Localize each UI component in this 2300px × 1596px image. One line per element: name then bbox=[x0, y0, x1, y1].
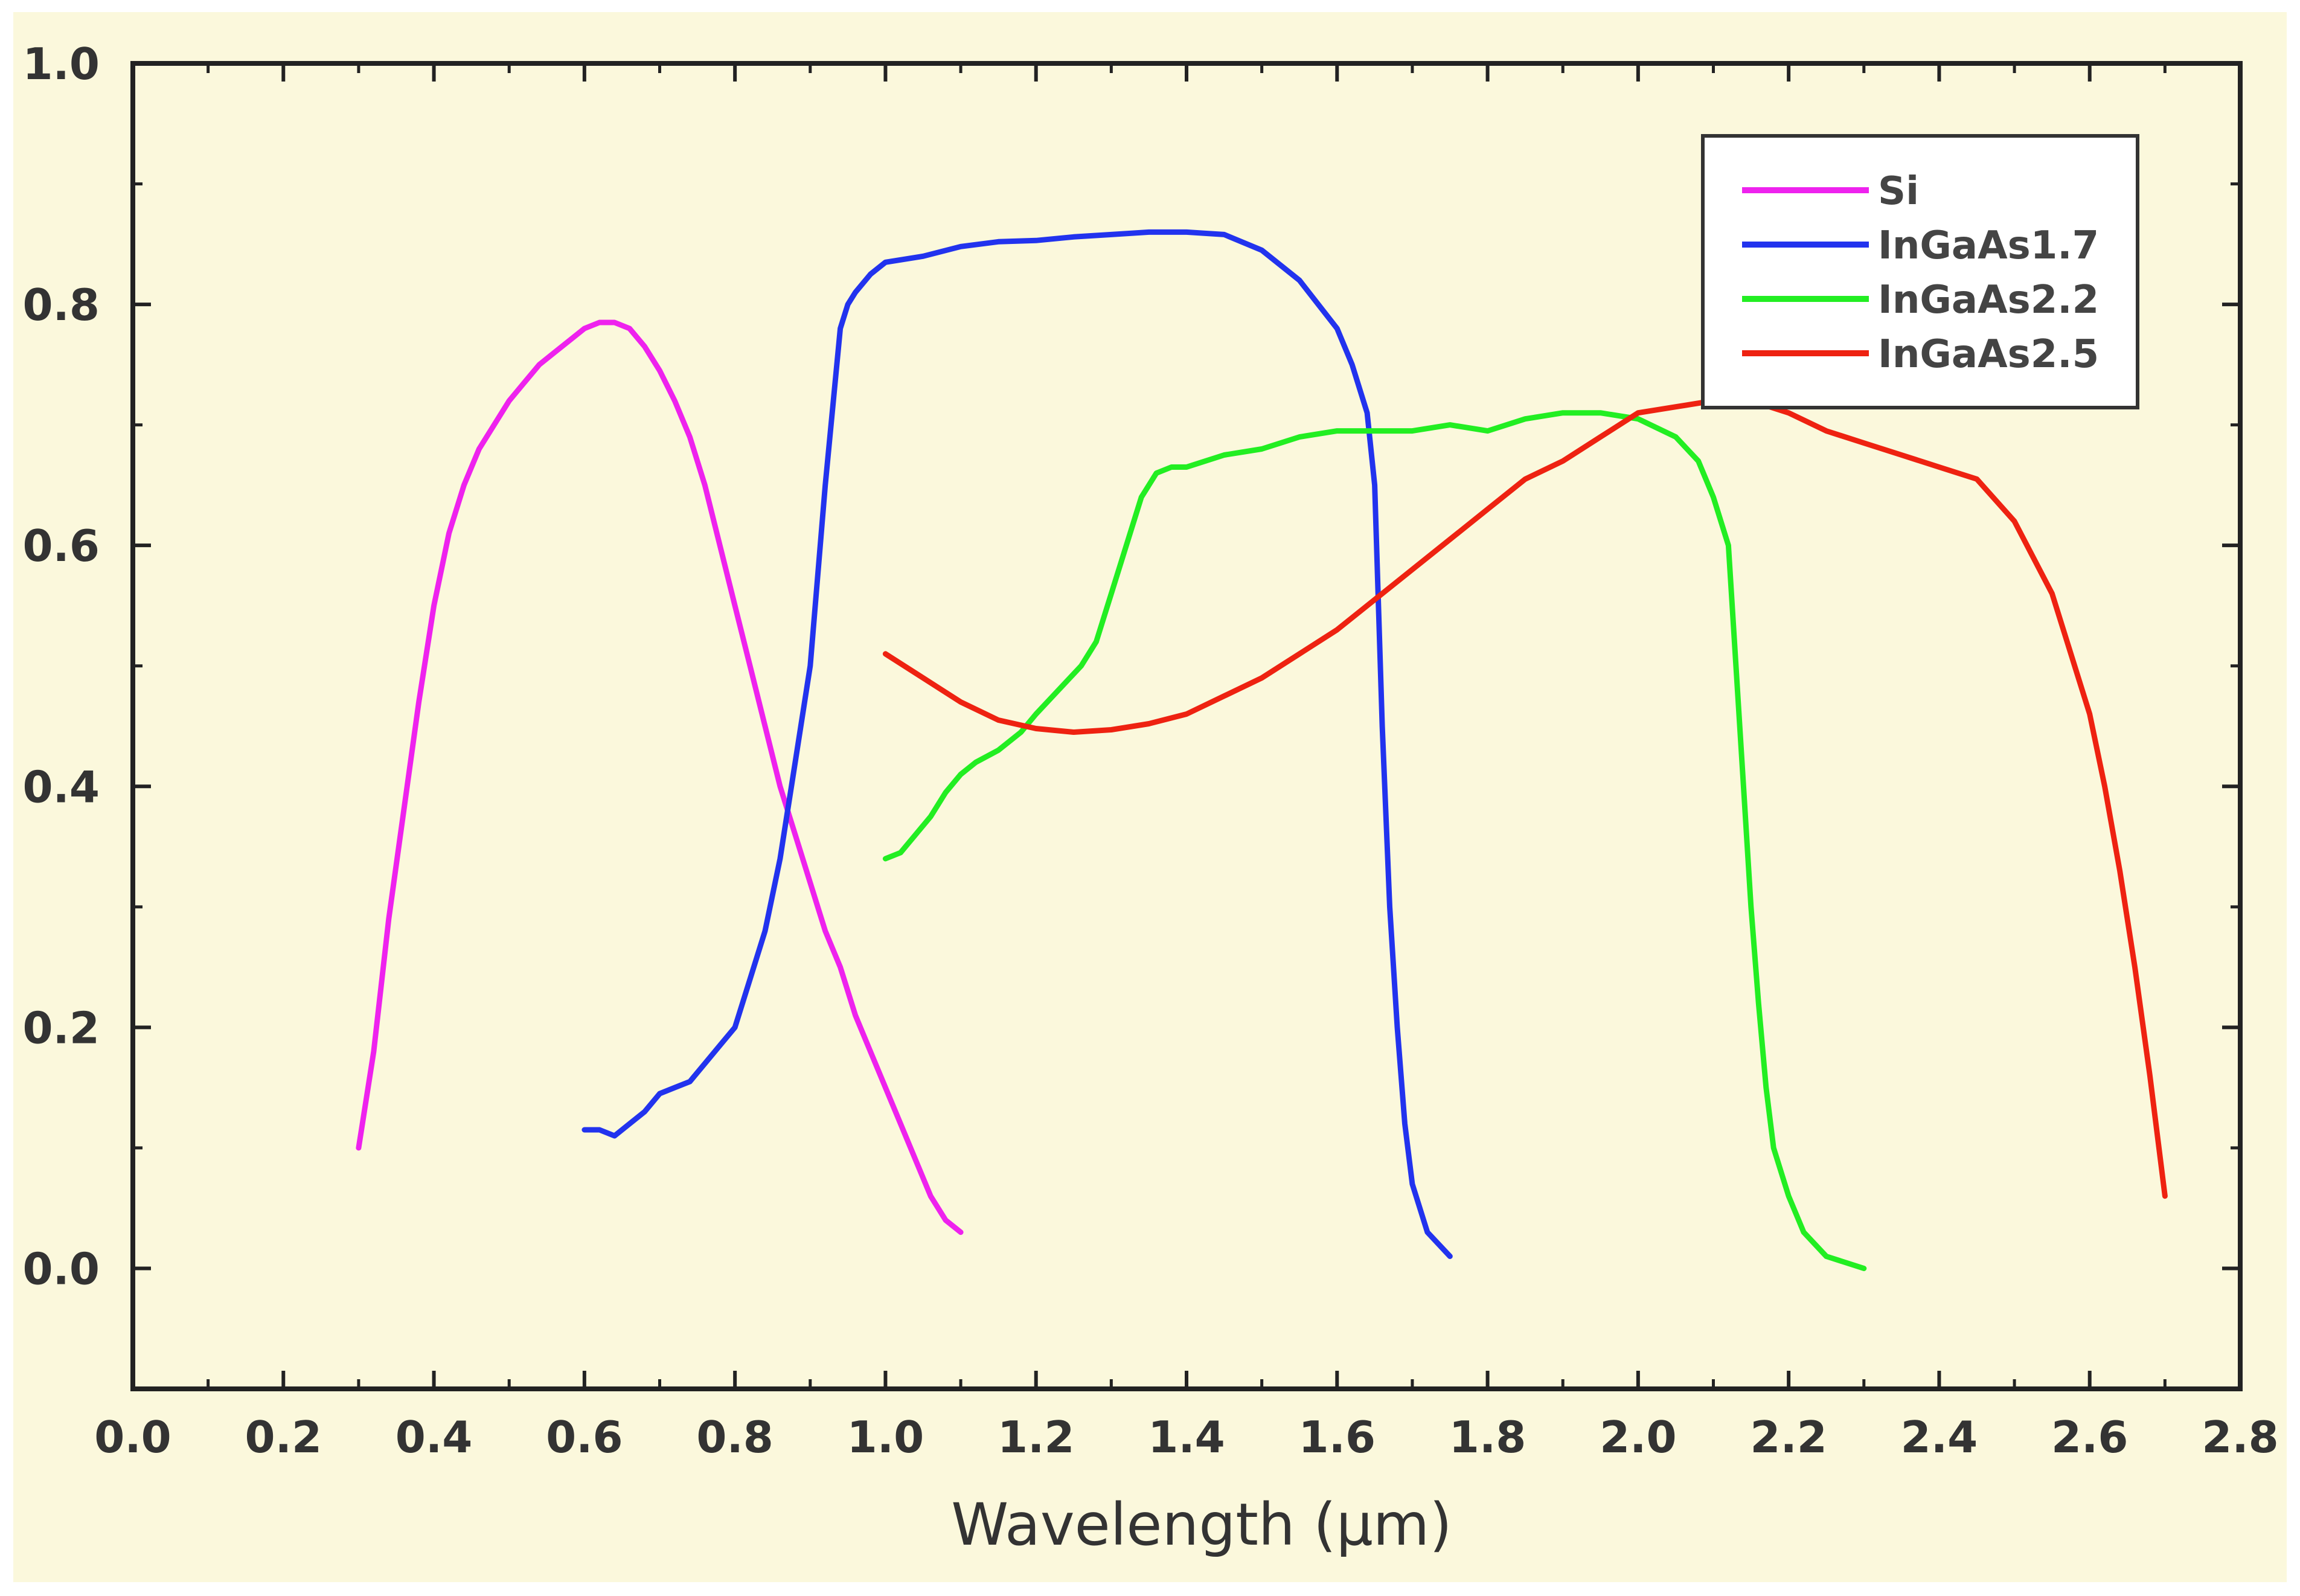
series-line-ingaas1-7 bbox=[581, 229, 1453, 1259]
plot-frame bbox=[130, 61, 2243, 1391]
y-tick-label: 0.4 bbox=[22, 761, 100, 812]
x-tick-label: 2.8 bbox=[2202, 1412, 2279, 1463]
y-tick-label: 0.8 bbox=[22, 280, 100, 330]
y-tick-label: 0.2 bbox=[22, 1002, 100, 1053]
x-tick-label: 1.2 bbox=[998, 1412, 1075, 1463]
x-tick-label: 1.8 bbox=[1449, 1412, 1526, 1463]
x-tick-label: 0.8 bbox=[696, 1412, 774, 1463]
series-line-ingaas2-2 bbox=[882, 410, 1867, 1271]
legend-label-si: Si bbox=[1878, 169, 1919, 214]
legend-box bbox=[1701, 134, 2139, 409]
x-tick-label: 1.4 bbox=[1148, 1412, 1225, 1463]
x-tick-label: 0.4 bbox=[396, 1412, 473, 1463]
legend: Si InGaAs1.7 InGaAs2.2 InGaAs2.5 bbox=[1701, 134, 2139, 409]
y-tick-labels: 0.0 0.2 0.4 0.6 0.8 1.0 bbox=[22, 39, 100, 1294]
series-line-si bbox=[356, 319, 964, 1235]
x-tick-label: 0.2 bbox=[245, 1412, 322, 1463]
x-tick-label: 0.0 bbox=[94, 1412, 171, 1463]
legend-label-ingaas2-5: InGaAs2.5 bbox=[1878, 332, 2099, 377]
x-tick-labels: 0.0 0.2 0.4 0.6 0.8 1.0 1.2 1.4 1.6 1.8 2.0 2.2 2.4 2… bbox=[94, 1412, 2279, 1463]
x-tick-label: 2.0 bbox=[1600, 1412, 1677, 1463]
x-tick-label: 1.0 bbox=[847, 1412, 924, 1463]
x-axis-label: Wavelength (μm) bbox=[951, 1491, 1452, 1559]
series-lines bbox=[356, 229, 2168, 1271]
x-tick-label: 2.2 bbox=[1750, 1412, 1827, 1463]
legend-label-ingaas2-2: InGaAs2.2 bbox=[1878, 278, 2099, 322]
y-tick-label: 0.0 bbox=[22, 1243, 100, 1294]
x-tick-label: 2.6 bbox=[2051, 1412, 2129, 1463]
x-tick-label: 2.4 bbox=[1901, 1412, 1978, 1463]
x-tick-label: 0.6 bbox=[546, 1412, 623, 1463]
x-tick-label: 1.6 bbox=[1299, 1412, 1376, 1463]
y-tick-label: 1.0 bbox=[22, 39, 100, 89]
y-tick-label: 0.6 bbox=[22, 521, 100, 571]
series-line-ingaas2-5 bbox=[882, 398, 2168, 1199]
legend-label-ingaas1-7: InGaAs1.7 bbox=[1878, 223, 2099, 268]
